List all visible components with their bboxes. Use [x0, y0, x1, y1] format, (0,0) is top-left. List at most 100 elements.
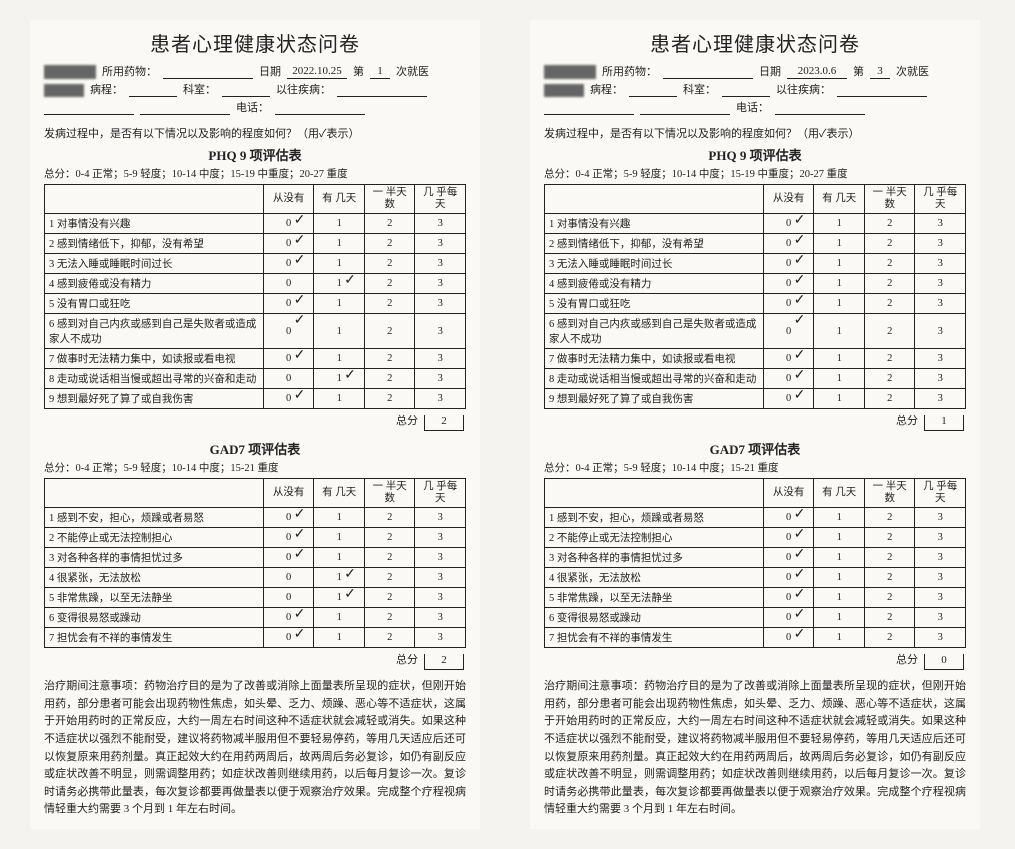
score-cell: 0✓ — [763, 274, 814, 294]
score-cell: 3 — [415, 608, 466, 628]
visit-number-field: 1 — [370, 65, 390, 79]
score-cell: 3 — [415, 294, 466, 314]
redacted-block — [544, 84, 584, 97]
col-header: 一 半天数 — [864, 479, 915, 508]
header-row: 所用药物：日期2022.10.25第1次就医 — [44, 63, 466, 79]
score-cell: 2 — [864, 314, 915, 349]
score-cell: 0✓ — [263, 628, 314, 648]
check-mark-icon: ✓ — [344, 367, 356, 384]
col-header: 一 半天数 — [864, 185, 915, 214]
score-cell: 1✓ — [314, 588, 365, 608]
question-label: 7 担忧会有不祥的事情发生 — [45, 628, 264, 648]
score-cell: 2 — [864, 389, 915, 409]
col-header: 几 乎每天 — [915, 479, 966, 508]
phq9-total-value: 1 — [924, 415, 964, 431]
question-label: 4 感到疲倦或没有精力 — [545, 274, 764, 294]
question-table: 从没有有 几天一 半天数几 乎每天1 感到不安，担心，烦躁或者易怒0✓1232 … — [44, 478, 466, 648]
check-mark-icon: ✓ — [294, 526, 306, 543]
score-cell: 2 — [864, 588, 915, 608]
score-cell: 2 — [364, 234, 415, 254]
score-cell: 3 — [915, 568, 966, 588]
score-cell: 2 — [364, 608, 415, 628]
score-cell: 2 — [364, 389, 415, 409]
score-cell: 1✓ — [314, 369, 365, 389]
score-cell: 2 — [364, 294, 415, 314]
form-title: 患者心理健康状态问卷 — [44, 28, 466, 57]
score-cell: 2 — [864, 294, 915, 314]
score-cell: 1 — [814, 314, 865, 349]
score-cell: 0✓ — [263, 254, 314, 274]
score-cell: 0 — [263, 274, 314, 294]
score-cell: 2 — [364, 548, 415, 568]
redacted-name — [44, 65, 96, 79]
check-mark-icon: ✓ — [794, 506, 806, 523]
score-cell: 2 — [864, 254, 915, 274]
header-row: 所用药物：日期2023.0.6第3次就医 — [544, 63, 966, 79]
score-cell: 1 — [814, 548, 865, 568]
question-label: 2 感到情绪低下，抑郁，没有希望 — [45, 234, 264, 254]
score-cell: 0✓ — [763, 628, 814, 648]
check-mark-icon: ✓ — [294, 312, 306, 329]
score-cell: 0✓ — [763, 389, 814, 409]
header-row: 病程：科室：以往疾病： — [544, 81, 966, 97]
score-cell: 0✓ — [263, 548, 314, 568]
gad7-total-row: 总分0 — [546, 651, 964, 670]
question-label: 4 很紧张，无法放松 — [45, 568, 264, 588]
score-cell: 2 — [864, 528, 915, 548]
header-row: 电话： — [544, 99, 966, 115]
score-cell: 3 — [415, 389, 466, 409]
question-label: 8 走动或说话相当慢或超出寻常的兴奋和走动 — [545, 369, 764, 389]
phq9-title: PHQ 9 项评估表 — [544, 145, 966, 164]
score-cell: 0✓ — [763, 214, 814, 234]
score-cell: 1 — [314, 548, 365, 568]
phq9-total-row: 总分2 — [46, 412, 464, 431]
score-cell: 3 — [915, 508, 966, 528]
col-header: 从没有 — [763, 479, 814, 508]
question-label: 3 无法入睡或睡眠时间过长 — [45, 254, 264, 274]
phq9-title: PHQ 9 项评估表 — [44, 145, 466, 164]
question-label: 8 走动或说话相当慢或超出寻常的兴奋和走动 — [45, 369, 264, 389]
score-cell: 3 — [915, 628, 966, 648]
score-cell: 3 — [915, 369, 966, 389]
score-cell: 0✓ — [763, 234, 814, 254]
score-cell: 1✓ — [314, 568, 365, 588]
score-cell: 1 — [314, 528, 365, 548]
check-mark-icon: ✓ — [794, 292, 806, 309]
check-mark-icon: ✓ — [294, 252, 306, 269]
history-label: 以往疾病： — [276, 81, 331, 97]
check-mark-icon: ✓ — [794, 252, 806, 269]
phq9-total-value: 2 — [424, 415, 464, 431]
check-mark-icon: ✓ — [294, 506, 306, 523]
medication-field — [663, 65, 753, 79]
check-mark-icon: ✓ — [794, 606, 806, 623]
phone-label: 电话： — [736, 99, 769, 115]
gad7-scale: 总分：0-4 正常；5-9 轻度；10-14 中度；15-21 重度 — [544, 460, 966, 475]
dept-field — [222, 83, 270, 97]
question-label: 2 感到情绪低下，抑郁，没有希望 — [545, 234, 764, 254]
course-field — [129, 83, 177, 97]
question-label: 3 对各种各样的事情担忧过多 — [545, 548, 764, 568]
history-field — [837, 83, 927, 97]
check-mark-icon: ✓ — [794, 347, 806, 364]
col-header: 有 几天 — [314, 185, 365, 214]
col-header: 从没有 — [763, 185, 814, 214]
col-header: 几 乎每天 — [915, 185, 966, 214]
score-cell: 0✓ — [763, 254, 814, 274]
score-cell: 3 — [915, 214, 966, 234]
visit-suffix: 次就医 — [896, 63, 929, 79]
score-cell: 2 — [864, 234, 915, 254]
treatment-notes: 治疗期间注意事项：药物治疗目的是为了改善或消除上面量表所呈现的症状，但刚开始用药… — [44, 678, 466, 819]
score-cell: 1 — [814, 349, 865, 369]
check-mark-icon: ✓ — [294, 347, 306, 364]
score-cell: 2 — [864, 548, 915, 568]
score-cell: 0✓ — [763, 314, 814, 349]
score-cell: 1 — [814, 528, 865, 548]
score-cell: 0✓ — [263, 214, 314, 234]
question-label: 9 想到最好死了算了或自我伤害 — [45, 389, 264, 409]
score-cell: 2 — [364, 628, 415, 648]
score-cell: 3 — [415, 369, 466, 389]
col-header: 有 几天 — [814, 479, 865, 508]
score-cell: 2 — [864, 608, 915, 628]
score-cell: 3 — [915, 588, 966, 608]
score-cell: 0✓ — [763, 528, 814, 548]
